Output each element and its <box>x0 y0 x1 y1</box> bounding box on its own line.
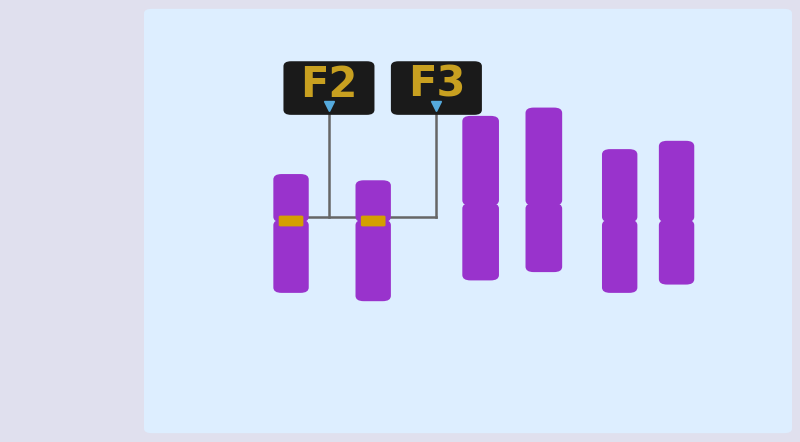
FancyBboxPatch shape <box>526 107 562 206</box>
FancyBboxPatch shape <box>355 220 391 301</box>
Text: F3: F3 <box>408 64 465 106</box>
FancyBboxPatch shape <box>462 116 499 206</box>
FancyBboxPatch shape <box>531 199 557 210</box>
FancyBboxPatch shape <box>659 220 694 285</box>
FancyBboxPatch shape <box>274 174 309 222</box>
FancyBboxPatch shape <box>283 61 374 115</box>
FancyBboxPatch shape <box>659 141 694 222</box>
FancyBboxPatch shape <box>274 220 309 293</box>
Text: F2: F2 <box>300 64 358 106</box>
FancyBboxPatch shape <box>664 216 689 226</box>
FancyBboxPatch shape <box>602 149 638 222</box>
FancyBboxPatch shape <box>391 61 482 115</box>
FancyBboxPatch shape <box>602 220 638 293</box>
FancyBboxPatch shape <box>468 199 494 210</box>
FancyBboxPatch shape <box>355 180 391 222</box>
FancyBboxPatch shape <box>361 216 386 226</box>
FancyBboxPatch shape <box>462 203 499 280</box>
FancyBboxPatch shape <box>607 216 632 226</box>
FancyBboxPatch shape <box>526 203 562 272</box>
FancyBboxPatch shape <box>278 216 303 226</box>
